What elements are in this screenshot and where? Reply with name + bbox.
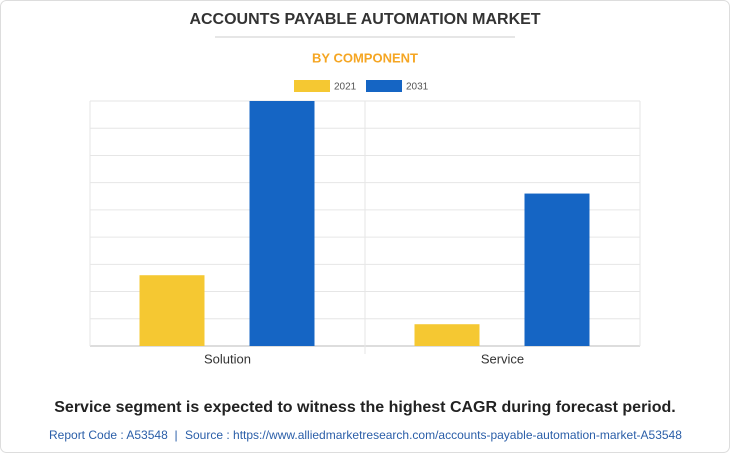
legend-swatch <box>366 80 402 92</box>
separator: | <box>174 428 177 442</box>
legend-label: 2031 <box>406 82 429 93</box>
x-tick-label: Solution <box>204 351 251 366</box>
report-code: Report Code : A53548 <box>49 428 168 442</box>
chart-title: ACCOUNTS PAYABLE AUTOMATION MARKET <box>189 11 540 28</box>
x-tick-label: Service <box>481 351 524 366</box>
caption: Service segment is expected to witness t… <box>54 399 675 416</box>
bar <box>139 275 205 346</box>
legend-swatch <box>294 80 330 92</box>
legend-label: 2021 <box>334 82 357 93</box>
bar <box>524 193 590 346</box>
chart-subtitle: BY COMPONENT <box>312 50 418 65</box>
bar <box>249 101 315 346</box>
source: Source : https://www.alliedmarketresearc… <box>185 428 682 442</box>
bar <box>414 324 480 346</box>
